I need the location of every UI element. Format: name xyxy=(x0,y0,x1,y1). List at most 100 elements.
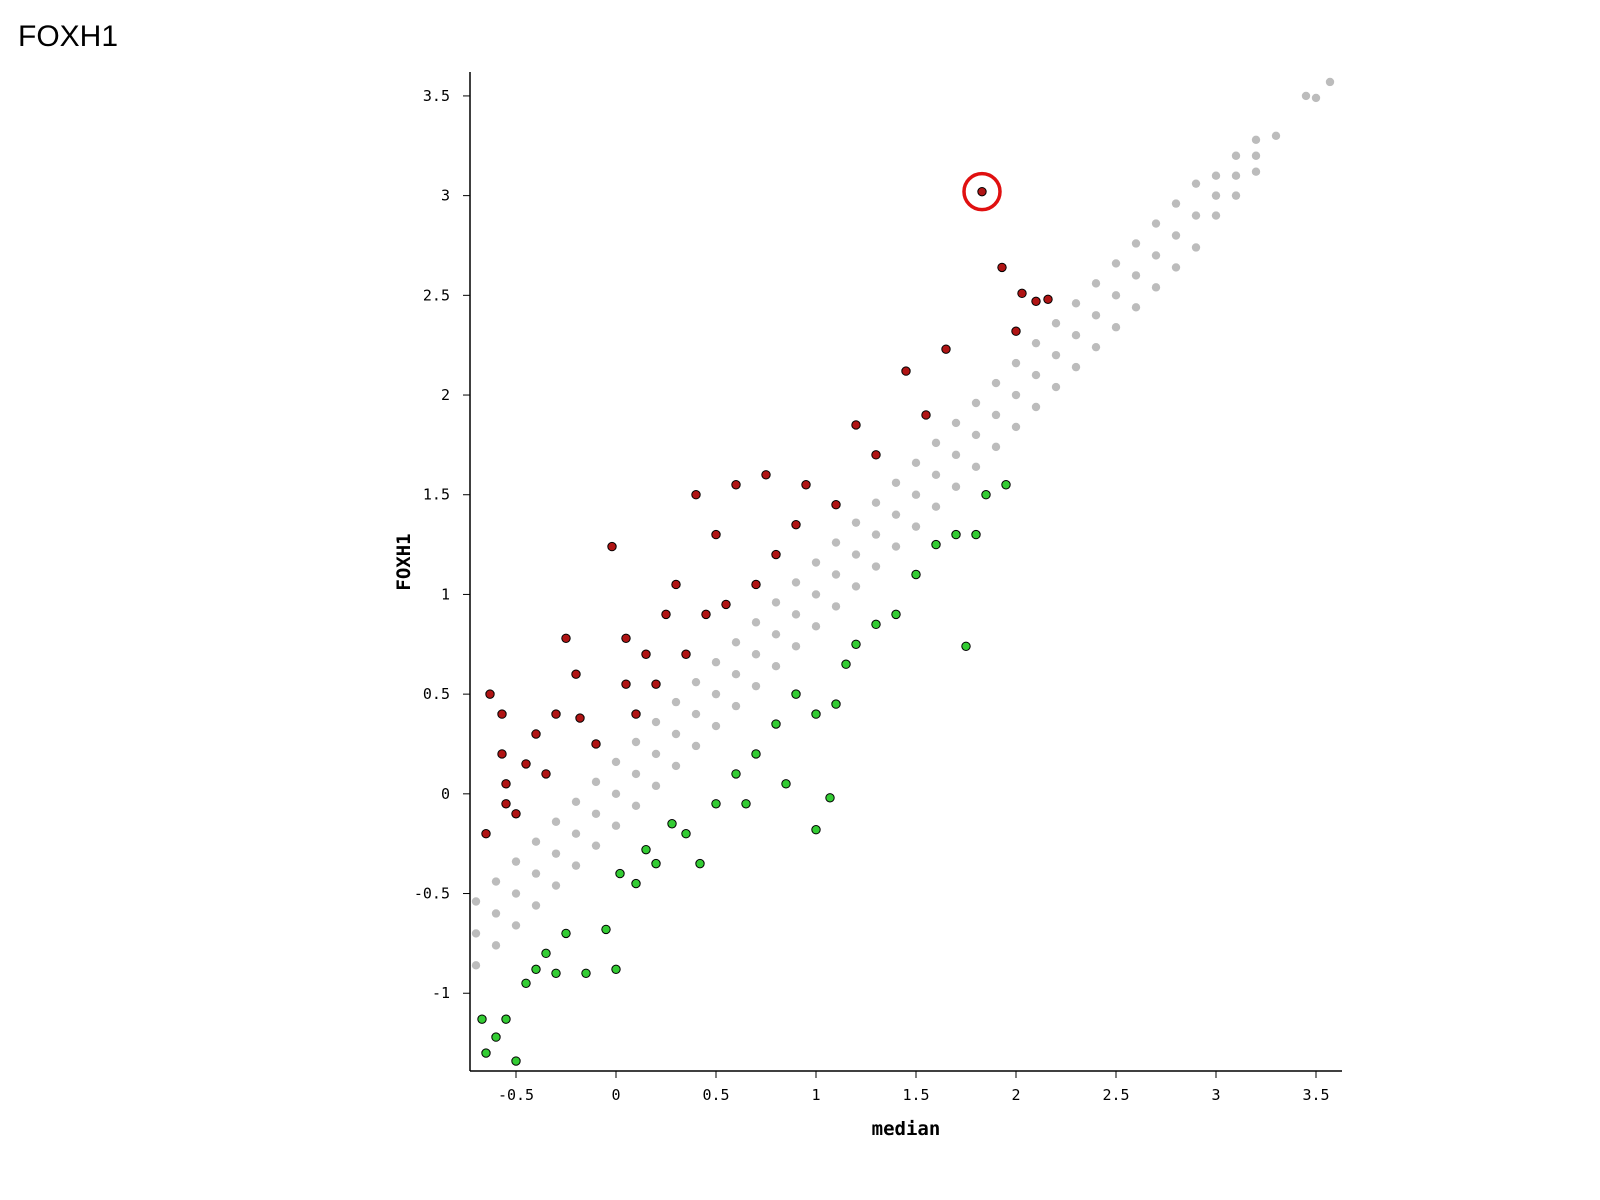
point xyxy=(651,679,661,689)
point xyxy=(751,579,761,590)
point xyxy=(911,458,921,468)
point xyxy=(1111,291,1121,300)
point xyxy=(491,877,501,886)
point xyxy=(607,541,617,552)
point xyxy=(1301,91,1311,101)
point xyxy=(1131,271,1141,280)
point xyxy=(611,757,621,767)
point xyxy=(851,518,861,527)
point xyxy=(1171,263,1181,272)
point xyxy=(991,410,1001,420)
point xyxy=(811,825,821,835)
point xyxy=(931,502,941,511)
point xyxy=(651,717,661,727)
point xyxy=(751,749,761,759)
point xyxy=(721,599,731,610)
point xyxy=(871,450,881,460)
point xyxy=(561,928,571,939)
point xyxy=(931,470,941,479)
point xyxy=(911,569,921,580)
point xyxy=(1051,350,1061,360)
point xyxy=(511,1056,521,1066)
point xyxy=(471,961,481,970)
point xyxy=(831,602,841,611)
x-axis-label: median xyxy=(872,1118,941,1140)
y-tick-label: 1.5 xyxy=(423,486,450,504)
point xyxy=(701,609,711,620)
point xyxy=(501,779,511,789)
x-tick-label: 1.5 xyxy=(902,1086,929,1104)
point xyxy=(951,418,961,428)
point xyxy=(871,498,881,507)
point xyxy=(891,542,901,551)
point xyxy=(971,430,981,440)
point xyxy=(951,482,961,491)
point xyxy=(1043,294,1053,305)
point xyxy=(921,410,931,420)
point xyxy=(831,538,841,547)
x-tick-label: 3 xyxy=(1211,1086,1220,1104)
point xyxy=(751,618,761,627)
point xyxy=(551,881,561,890)
point xyxy=(1231,151,1241,160)
point xyxy=(1111,259,1121,268)
point xyxy=(631,769,641,779)
point xyxy=(771,598,781,607)
point xyxy=(951,450,961,460)
point xyxy=(791,642,801,651)
point xyxy=(781,779,791,789)
point xyxy=(1191,211,1201,220)
point xyxy=(791,689,801,699)
point xyxy=(511,889,521,898)
point xyxy=(791,578,801,587)
point xyxy=(791,519,801,530)
point xyxy=(971,398,981,408)
point xyxy=(691,490,701,500)
point xyxy=(851,420,861,430)
point xyxy=(1211,191,1221,200)
point xyxy=(1231,171,1241,180)
point xyxy=(531,869,541,878)
page-title: FOXH1 xyxy=(18,20,118,53)
point xyxy=(711,658,721,667)
y-tick-label: 0 xyxy=(441,785,450,803)
point xyxy=(611,789,621,799)
point xyxy=(961,641,971,651)
point xyxy=(1211,211,1221,220)
point xyxy=(831,699,841,709)
point xyxy=(1091,311,1101,320)
y-tick-label: 3 xyxy=(441,187,450,205)
point xyxy=(1251,151,1261,160)
x-tick-label: -0.5 xyxy=(498,1086,534,1104)
point xyxy=(1325,77,1335,87)
point xyxy=(771,719,781,729)
point xyxy=(831,570,841,579)
point xyxy=(631,737,641,747)
point xyxy=(611,964,621,975)
point xyxy=(711,529,721,540)
point xyxy=(651,781,661,791)
point xyxy=(681,649,691,659)
point xyxy=(871,619,881,630)
point xyxy=(651,858,661,869)
point xyxy=(631,801,641,810)
point xyxy=(811,558,821,567)
point xyxy=(871,530,881,539)
x-tick-label: 0 xyxy=(611,1086,620,1104)
y-tick-label: 2.5 xyxy=(423,286,450,304)
point xyxy=(825,793,835,803)
point xyxy=(491,1032,501,1042)
y-tick-label: 1 xyxy=(441,585,450,603)
y-tick-label: 3.5 xyxy=(423,87,450,105)
point xyxy=(571,669,581,679)
point xyxy=(991,442,1001,452)
point xyxy=(771,630,781,639)
point xyxy=(751,650,761,659)
highlight-ring xyxy=(962,171,1002,212)
point xyxy=(481,829,491,839)
point xyxy=(671,729,681,739)
point xyxy=(671,761,681,771)
y-tick-label: -1 xyxy=(432,984,450,1002)
point xyxy=(1071,362,1081,372)
